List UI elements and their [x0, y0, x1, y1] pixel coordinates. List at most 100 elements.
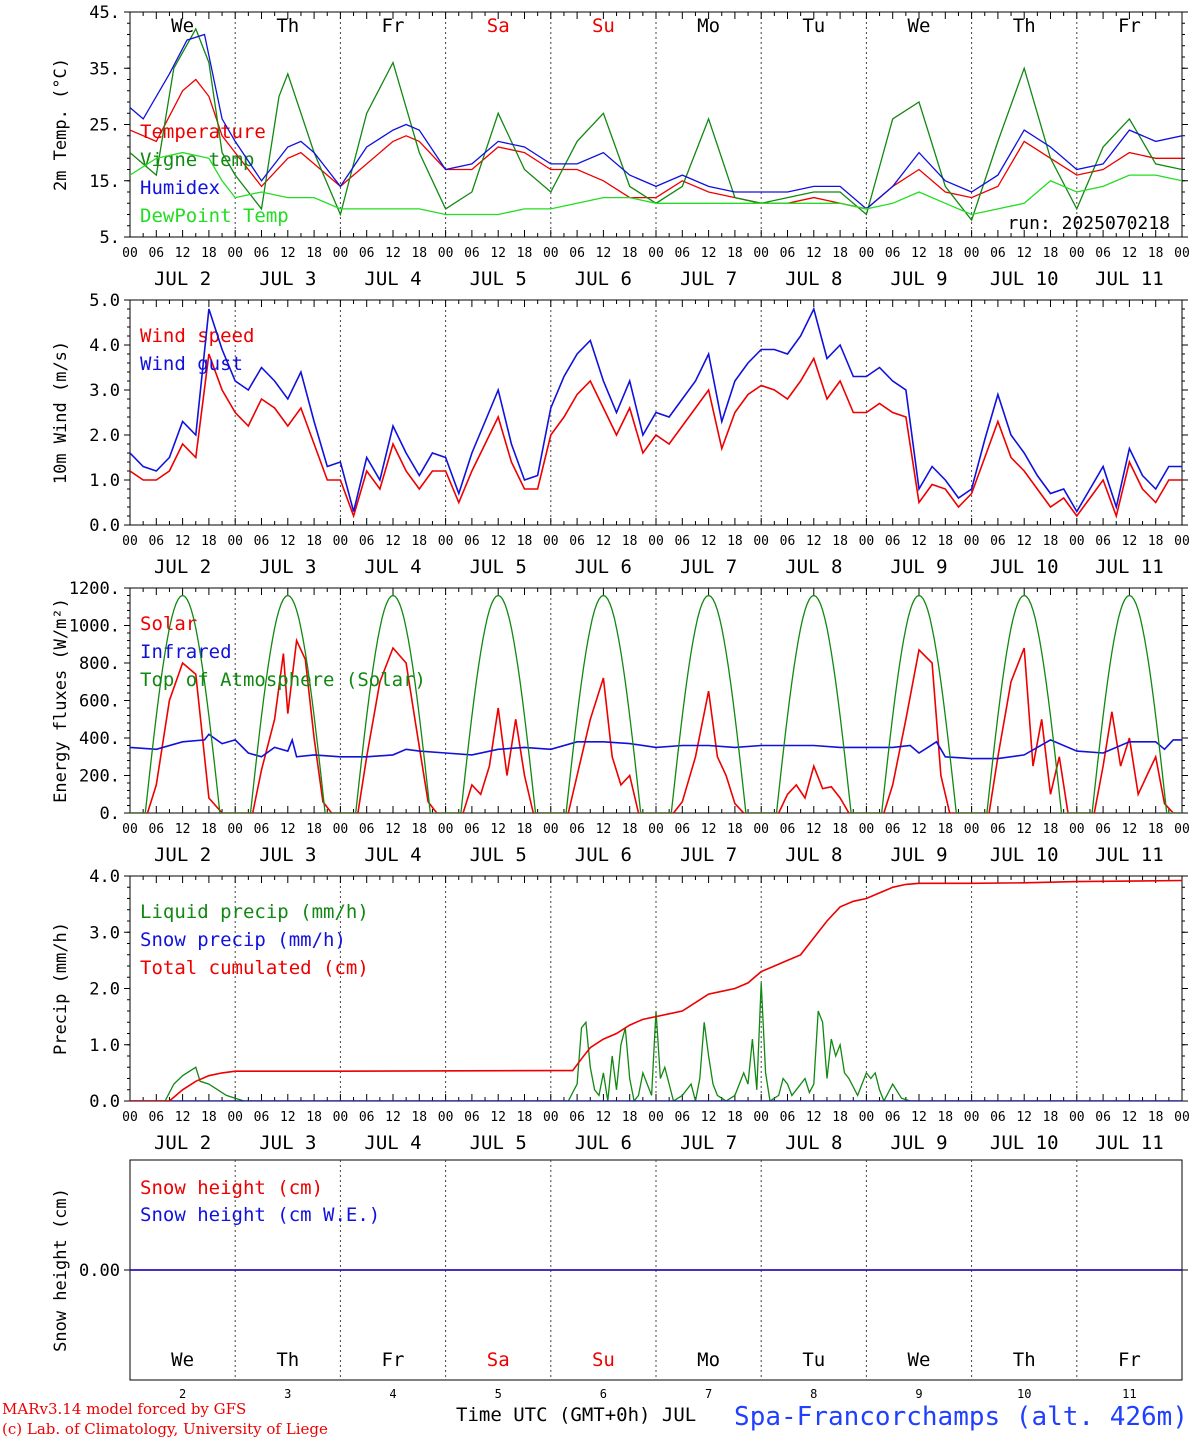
day-number: 6	[600, 1387, 607, 1401]
hour-label: 06	[254, 822, 270, 837]
y-tick-label: 0.0	[89, 1092, 120, 1112]
hour-label: 06	[359, 246, 375, 261]
hour-label: 06	[1095, 534, 1111, 549]
hour-label: 00	[648, 1110, 664, 1125]
y-tick-label: 1.0	[89, 1036, 120, 1056]
hour-label: 00	[438, 822, 454, 837]
weekday-label-bottom: Fr	[1118, 1349, 1141, 1371]
hour-label: 00	[438, 246, 454, 261]
date-label: JUL 4	[364, 1132, 421, 1154]
hour-label: 00	[964, 246, 980, 261]
hour-label: 06	[780, 1110, 796, 1125]
hour-label: 18	[1043, 1110, 1059, 1125]
hour-label: 06	[990, 822, 1006, 837]
hour-label: 06	[464, 246, 480, 261]
y-tick-label: 1.0	[89, 471, 120, 491]
hour-label: 12	[175, 822, 191, 837]
hour-label: 18	[937, 246, 953, 261]
hour-label: 18	[1043, 822, 1059, 837]
date-label: JUL 9	[890, 844, 947, 866]
hour-label: 12	[490, 534, 506, 549]
legend-entry: Temperature	[140, 121, 266, 143]
series-line	[130, 306, 1182, 514]
hour-label: 06	[569, 1110, 585, 1125]
y-tick-label: 0.00	[79, 1261, 120, 1281]
y-tick-label: 35.	[89, 59, 120, 79]
legend-entry: Infrared	[140, 641, 232, 663]
run-annotation: run: 2025070218	[1007, 213, 1170, 234]
day-number: 8	[810, 1387, 817, 1401]
date-label: JUL 7	[680, 844, 737, 866]
hour-label: 06	[254, 246, 270, 261]
date-label: JUL 5	[470, 556, 527, 578]
date-label: JUL 6	[575, 556, 632, 578]
date-label: JUL 9	[890, 1132, 947, 1154]
hour-label: 12	[1016, 822, 1032, 837]
y-tick-label: 2.0	[89, 426, 120, 446]
hour-label: 18	[201, 246, 217, 261]
hour-label: 00	[122, 246, 138, 261]
hour-label: 18	[411, 246, 427, 261]
hour-label: 12	[385, 246, 401, 261]
weekday-label-bottom: Fr	[382, 1349, 405, 1371]
hour-label: 18	[622, 246, 638, 261]
hour-label: 00	[753, 1110, 769, 1125]
y-tick-label: 5.	[100, 228, 120, 248]
hour-label: 12	[701, 822, 717, 837]
hour-label: 06	[359, 534, 375, 549]
date-label: JUL 7	[680, 556, 737, 578]
hour-label: 06	[674, 534, 690, 549]
day-number: 7	[705, 1387, 712, 1401]
day-number: 5	[495, 1387, 502, 1401]
hour-label: 00	[859, 1110, 875, 1125]
hour-label: 18	[1148, 1110, 1164, 1125]
time-axis-label: Time UTC (GMT+0h) JUL	[456, 1404, 697, 1426]
series-line	[130, 637, 1182, 813]
y-tick-label: 25.	[89, 116, 120, 136]
y-tick-label: 1000.	[69, 617, 120, 637]
hour-label: 12	[701, 246, 717, 261]
hour-label: 06	[780, 534, 796, 549]
legend-entry: Snow height (cm)	[140, 1177, 323, 1199]
day-number: 9	[915, 1387, 922, 1401]
date-label: JUL 4	[364, 844, 421, 866]
date-label: JUL 7	[680, 268, 737, 290]
hour-label: 18	[201, 822, 217, 837]
hour-label: 00	[227, 822, 243, 837]
hour-label: 18	[727, 822, 743, 837]
legend-entry: Snow precip (mm/h)	[140, 929, 346, 951]
hour-label: 12	[596, 1110, 612, 1125]
hour-label: 12	[490, 822, 506, 837]
hour-label: 06	[148, 822, 164, 837]
hour-label: 12	[280, 534, 296, 549]
hour-label: 00	[964, 1110, 980, 1125]
hour-label: 12	[1016, 1110, 1032, 1125]
weekday-label-top: Tu	[802, 15, 825, 37]
legend-entry: Snow height (cm W.E.)	[140, 1204, 380, 1226]
hour-label: 00	[122, 822, 138, 837]
legend-entry: Wind speed	[140, 325, 254, 347]
hour-label: 12	[385, 534, 401, 549]
hour-label: 12	[280, 822, 296, 837]
day-number: 4	[389, 1387, 396, 1401]
hour-label: 00	[648, 822, 664, 837]
hour-label: 12	[175, 534, 191, 549]
hour-label: 18	[937, 534, 953, 549]
hour-label: 00	[1174, 246, 1190, 261]
date-label: JUL 11	[1095, 268, 1164, 290]
y-tick-label: 1200.	[69, 579, 120, 599]
hour-label: 00	[333, 246, 349, 261]
hour-label: 00	[543, 246, 559, 261]
date-label: JUL 10	[990, 556, 1059, 578]
date-label: JUL 8	[785, 1132, 842, 1154]
hour-label: 00	[1069, 822, 1085, 837]
hour-label: 12	[806, 534, 822, 549]
hour-label: 00	[859, 246, 875, 261]
hour-label: 12	[806, 1110, 822, 1125]
y-tick-label: 5.0	[89, 291, 120, 311]
hour-label: 18	[517, 534, 533, 549]
y-tick-label: 45.	[89, 3, 120, 23]
day-number: 3	[284, 1387, 291, 1401]
hour-label: 18	[622, 1110, 638, 1125]
